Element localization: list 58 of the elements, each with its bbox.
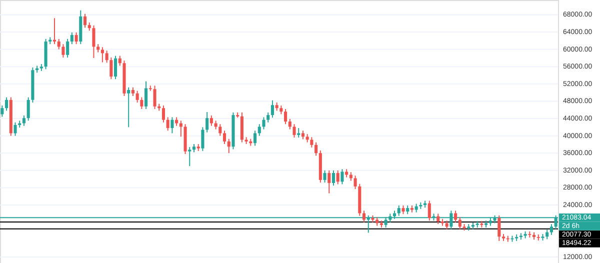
candlestick xyxy=(266,112,270,123)
candlestick xyxy=(340,168,344,185)
candlestick xyxy=(310,136,314,148)
candlestick xyxy=(140,96,144,110)
candlestick xyxy=(336,170,340,185)
candlestick xyxy=(218,124,222,136)
candlestick xyxy=(297,128,300,138)
candlestick xyxy=(240,112,244,143)
candlestick xyxy=(144,80,148,110)
candlestick xyxy=(110,57,113,80)
candlestick xyxy=(498,214,501,242)
candlestick xyxy=(62,44,65,58)
candlestick xyxy=(14,122,17,136)
candlestick xyxy=(328,170,331,194)
candlestick xyxy=(222,130,226,145)
candlestick xyxy=(550,224,553,236)
candlestick xyxy=(118,55,122,66)
candlestick xyxy=(210,114,213,126)
candlestick xyxy=(136,90,139,104)
candlestick xyxy=(362,210,366,223)
candlestick xyxy=(92,25,96,58)
candlestick xyxy=(428,200,431,222)
candlestick xyxy=(66,38,70,58)
candlestick xyxy=(100,46,104,63)
candlestick xyxy=(127,86,130,128)
candlestick xyxy=(262,116,266,130)
candlestick xyxy=(206,112,209,133)
candlestick xyxy=(314,142,318,156)
candlestick xyxy=(227,138,230,154)
candlestick xyxy=(292,124,296,138)
candlestick xyxy=(284,108,288,125)
candlestick xyxy=(83,13,87,28)
candlestick xyxy=(114,55,118,80)
candlestick xyxy=(166,116,170,132)
candlestick xyxy=(26,96,30,122)
candlestick xyxy=(323,170,326,184)
candlestick xyxy=(0,105,4,118)
candlestick xyxy=(70,32,74,45)
candlestick xyxy=(153,85,156,110)
candlestick xyxy=(162,105,165,123)
candlestick xyxy=(436,213,440,225)
candlestick xyxy=(74,32,78,45)
candlestick xyxy=(5,96,8,112)
candlestick xyxy=(288,118,292,130)
candlestick xyxy=(57,38,60,50)
candlestick xyxy=(188,146,192,167)
candlestick xyxy=(454,210,458,223)
candlestick xyxy=(458,216,462,230)
candlestick xyxy=(170,116,174,134)
candlestick xyxy=(254,130,257,146)
candlestick xyxy=(546,229,549,240)
candlestick xyxy=(105,50,108,64)
candlestick xyxy=(201,126,204,152)
candlestick xyxy=(22,114,26,126)
candlestick xyxy=(270,100,274,118)
candlestick xyxy=(258,124,261,136)
candlestick xyxy=(332,170,336,186)
candlestick xyxy=(354,175,357,190)
